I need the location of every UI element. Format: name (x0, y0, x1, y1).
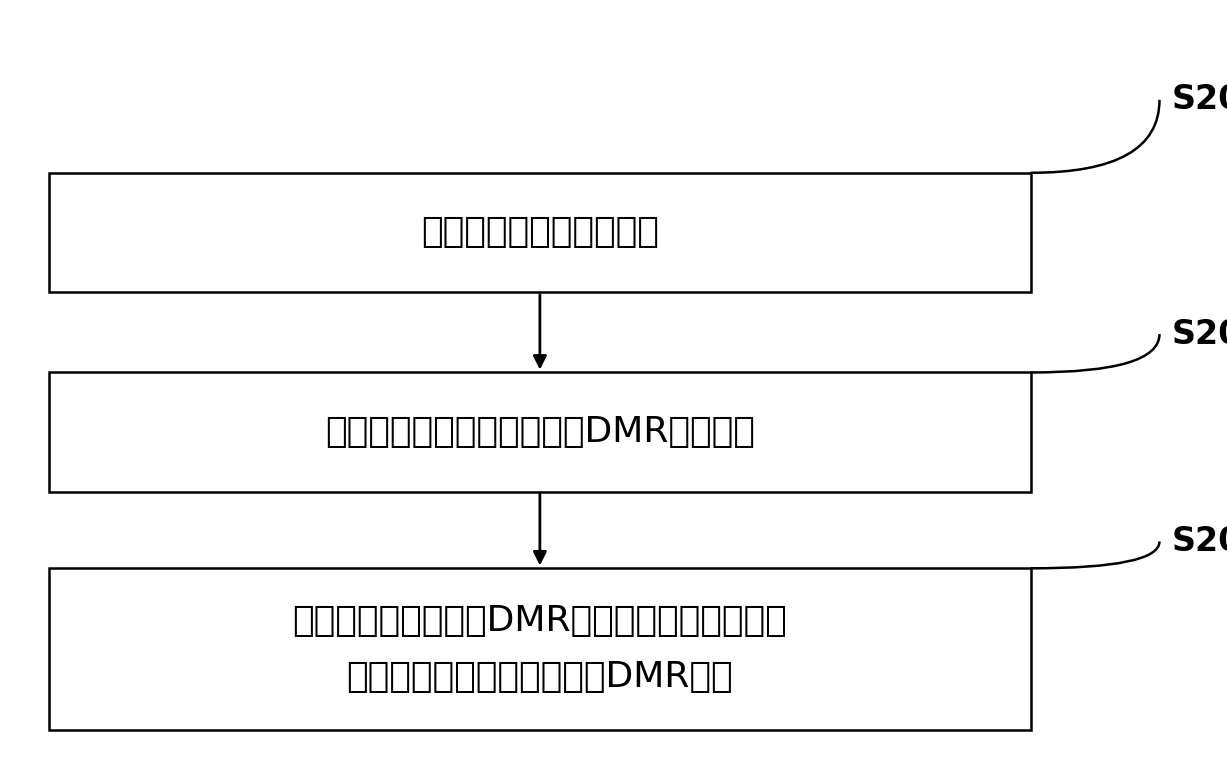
Text: 若当前通信模式处于DMR通信模式，发送所述数
据信息到与所述终端绑定的DMR装置: 若当前通信模式处于DMR通信模式，发送所述数 据信息到与所述终端绑定的DMR装置 (292, 604, 788, 694)
Bar (49, 173, 1031, 292)
Bar (49, 372, 1031, 492)
Text: S202: S202 (1172, 318, 1227, 350)
Text: S203: S203 (1172, 525, 1227, 558)
Bar (49, 568, 1031, 730)
Text: S201: S201 (1172, 84, 1227, 116)
Text: 判断当前通信模式是否处于DMR通信模式: 判断当前通信模式是否处于DMR通信模式 (325, 415, 755, 449)
Text: 接收数据信息的发送指令: 接收数据信息的发送指令 (421, 215, 659, 250)
